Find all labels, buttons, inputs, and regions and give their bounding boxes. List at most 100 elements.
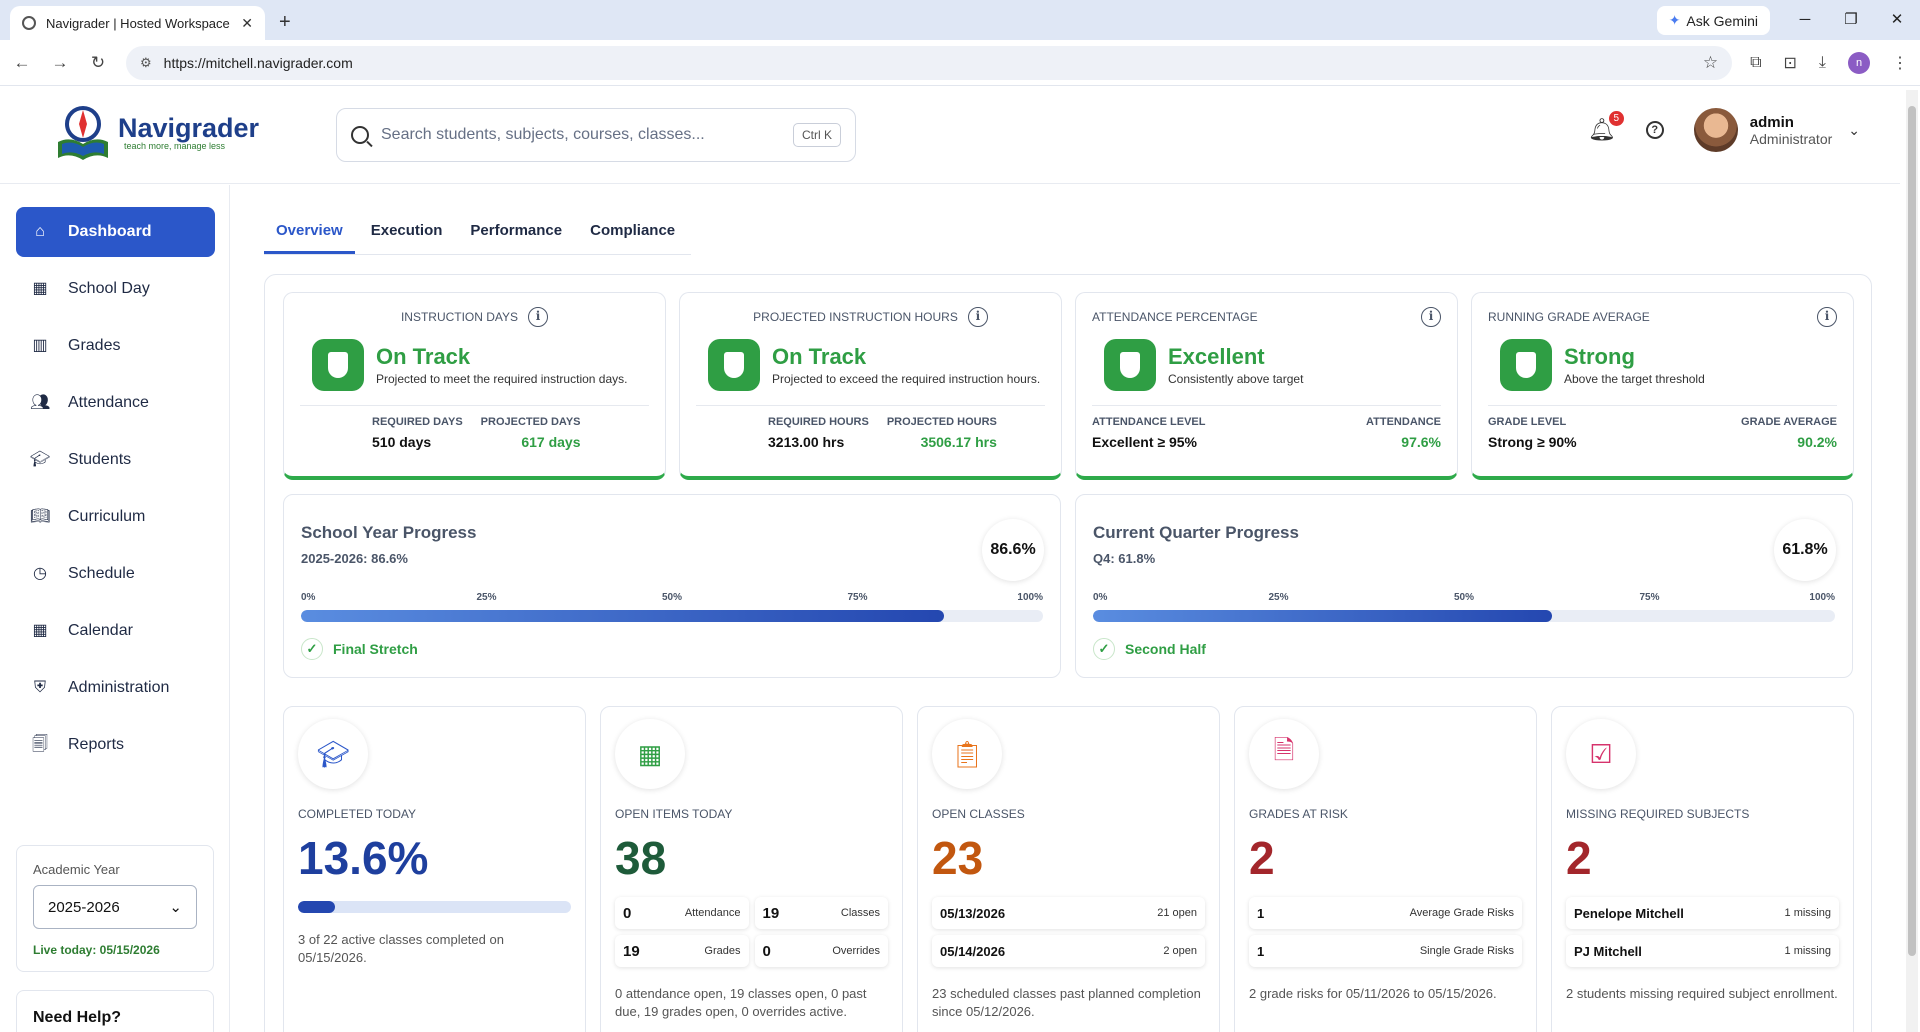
kpi-subtitle: Above the target threshold [1564, 372, 1705, 386]
divider [1092, 405, 1441, 406]
info-icon[interactable]: i [1817, 307, 1837, 327]
tab-execution[interactable]: Execution [370, 222, 443, 239]
kpi-title: RUNNING GRADE AVERAGE [1488, 310, 1650, 324]
kpi-title: PROJECTED INSTRUCTION HOURS [753, 310, 958, 324]
academic-year-select[interactable]: 2025-2026 ⌄ [33, 885, 197, 929]
kpi-metric-value: 510 days [372, 434, 432, 450]
sidebar-item-calendar[interactable]: ▦ Calendar [16, 606, 215, 656]
browser-tab[interactable]: Navigrader | Hosted Workspace ✕ [10, 6, 265, 40]
stat-description: 3 of 22 active classes completed on 05/1… [298, 932, 504, 965]
info-icon[interactable]: i [1421, 307, 1441, 327]
download-icon[interactable]: ⤓ [1818, 53, 1826, 71]
site-info-icon[interactable]: ⚙ [140, 54, 152, 70]
need-help-box[interactable]: Need Help? [16, 990, 214, 1032]
navigrader-logo[interactable]: Navigrader teach more, manage less [52, 102, 259, 164]
kpi-metric-label: PROJECTED DAYS [480, 416, 581, 428]
restore-icon[interactable]: ❐ [1844, 11, 1858, 28]
app-header: Navigrader teach more, manage less Searc… [0, 86, 1900, 184]
close-window-icon[interactable]: ✕ [1890, 11, 1904, 28]
global-search[interactable]: Search students, subjects, courses, clas… [336, 108, 856, 162]
list-item[interactable]: 1 Single Grade Risks [1249, 935, 1522, 967]
open-classes-card: 📋︎ OPEN CLASSES 23 05/13/2026 21 open 05/… [917, 706, 1220, 1032]
cell-value: 0 [762, 942, 771, 960]
info-icon[interactable]: i [528, 307, 549, 327]
header-actions: 🔔︎ 5 ? admin Administrator ⌄ [1588, 108, 1860, 152]
progress-title: Current Quarter Progress [1093, 523, 1299, 542]
kpi-footer: REQUIRED HOURS 3213.00 hrs PROJECTED HOU… [696, 416, 1045, 450]
stat-value: 2 [1249, 832, 1275, 884]
tab-compliance[interactable]: Compliance [590, 222, 676, 239]
tab-performance[interactable]: Performance [470, 222, 563, 239]
list-item[interactable]: 05/13/2026 21 open [932, 897, 1205, 929]
cell-value: 0 [623, 904, 632, 922]
kpi-footer: ATTENDANCE LEVEL Excellent ≥ 95% ATTENDA… [1092, 416, 1441, 450]
kpi-header: ATTENDANCE PERCENTAGE i [1092, 307, 1441, 327]
overview-panel [264, 274, 1872, 1032]
open-item-cell[interactable]: 19 Grades [615, 935, 749, 967]
extensions-icon[interactable]: ⧉ [1750, 53, 1762, 71]
notifications-bell-icon[interactable]: 🔔︎ 5 [1588, 111, 1624, 143]
progress-percent-badge: 86.6% [982, 519, 1044, 581]
minimize-icon[interactable]: ─ [1799, 11, 1811, 28]
open-item-cell[interactable]: 19 Classes [755, 897, 889, 929]
sidebar-item-school-day[interactable]: ▦ School Day [16, 264, 215, 314]
open-item-cell[interactable]: 0 Attendance [615, 897, 749, 929]
list-item[interactable]: 1 Average Grade Risks [1249, 897, 1522, 929]
bookmark-star-icon[interactable]: ☆ [1702, 52, 1719, 72]
chevron-down-icon[interactable]: ⌄ [1848, 121, 1860, 138]
academic-year-value: 2025-2026 [48, 898, 120, 916]
kpi-metric-label: ATTENDANCE [1366, 416, 1441, 428]
search-input[interactable]: Search students, subjects, courses, clas… [381, 126, 705, 143]
sidebar-item-attendance[interactable]: 👥︎ Attendance [16, 378, 215, 428]
ask-gemini-button[interactable]: ✦ Ask Gemini [1656, 6, 1770, 35]
file-alert-icon: 🗎︎ [1249, 719, 1319, 789]
user-name: admin [1749, 113, 1794, 131]
cell-label: Classes [840, 907, 880, 919]
help-icon[interactable]: ? [1645, 121, 1664, 139]
tab-search-icon[interactable]: ⊡ [1783, 54, 1797, 72]
close-tab-icon[interactable]: ✕ [241, 14, 253, 31]
row-label: Penelope Mitchell [1574, 905, 1684, 921]
info-icon[interactable]: i [967, 307, 988, 327]
stat-value: 13.6% [298, 832, 429, 884]
tab-overview[interactable]: Overview [264, 222, 355, 254]
sidebar-item-curriculum[interactable]: 📖︎ Curriculum [16, 492, 215, 542]
back-icon[interactable]: ← [13, 52, 31, 72]
row-label: 1 [1257, 943, 1265, 959]
profile-avatar[interactable]: n [1848, 51, 1870, 74]
kpi-card: ATTENDANCE PERCENTAGE i Excellent Consis… [1075, 292, 1458, 480]
user-menu[interactable]: admin Administrator ⌄ [1693, 108, 1860, 152]
live-today-text: Live today: 05/15/2026 [33, 943, 160, 957]
open-item-cell[interactable]: 0 Overrides [755, 935, 889, 967]
sidebar-item-administration[interactable]: ⛨ Administration [16, 663, 215, 713]
sidebar-item-label: Reports [68, 736, 125, 753]
sidebar-item-schedule[interactable]: ◷ Schedule [16, 549, 215, 599]
kpi-metric-value: 3506.17 hrs [920, 434, 997, 450]
kpi-body: On Track Projected to meet the required … [300, 339, 649, 391]
kpi-footer: REQUIRED DAYS 510 days PROJECTED DAYS 61… [300, 416, 649, 450]
chevron-down-icon: ⌄ [169, 899, 182, 916]
list-item[interactable]: 05/14/2026 2 open [932, 935, 1205, 967]
kpi-metric-label: PROJECTED HOURS [886, 416, 997, 428]
kpi-footer: GRADE LEVEL Strong ≥ 90% GRADE AVERAGE 9… [1488, 416, 1837, 450]
sidebar-item-reports[interactable]: 🗐︎ Reports [16, 720, 215, 770]
reload-icon[interactable]: ↻ [90, 52, 106, 72]
sidebar-item-dashboard[interactable]: ⌂ Dashboard [16, 207, 215, 257]
progress-milestone: ✓ Final Stretch [301, 638, 1043, 660]
sidebar-item-students[interactable]: 🎓︎ Students [16, 435, 215, 485]
forward-icon[interactable]: → [51, 52, 69, 72]
sidebar-item-label: Schedule [68, 565, 135, 582]
new-tab-icon[interactable]: + [279, 11, 291, 33]
kpi-metric-value: Excellent ≥ 95% [1092, 434, 1197, 450]
progress-ticks: 0% 25% 50% 75% 100% [301, 592, 1043, 606]
row-label: PJ Mitchell [1574, 943, 1642, 959]
list-item[interactable]: Penelope Mitchell 1 missing [1566, 897, 1839, 929]
browser-menu-icon[interactable]: ⋮ [1892, 54, 1908, 72]
sidebar-item-label: Dashboard [68, 223, 152, 240]
list-item[interactable]: PJ Mitchell 1 missing [1566, 935, 1839, 967]
page-scrollbar[interactable] [1906, 90, 1918, 1032]
address-bar[interactable]: ⚙ https://mitchell.navigrader.com ☆ [126, 45, 1733, 80]
scrollbar-thumb[interactable] [1908, 106, 1916, 956]
graduation-cap-icon: 🎓︎ [30, 451, 51, 468]
sidebar-item-grades[interactable]: ▥ Grades [16, 321, 215, 371]
